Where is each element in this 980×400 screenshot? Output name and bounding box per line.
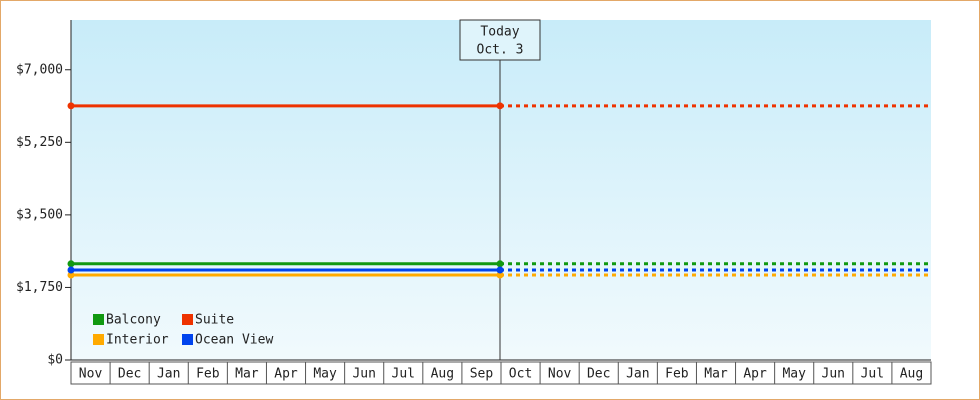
- today-label: Today: [480, 25, 519, 40]
- x-tick-label: Mar: [704, 367, 728, 382]
- point: [67, 260, 75, 268]
- x-tick-label: Oct: [509, 367, 532, 382]
- legend-swatch: [93, 334, 104, 345]
- point: [496, 266, 504, 274]
- x-tick-label: May: [313, 367, 337, 382]
- x-tick-label: Dec: [587, 367, 610, 382]
- y-tick-label: $1,750: [16, 280, 63, 295]
- legend-label: Ocean View: [195, 333, 273, 348]
- y-tick-label: $5,250: [16, 135, 63, 150]
- legend-swatch: [93, 314, 104, 325]
- today-box: [459, 19, 541, 61]
- legend-swatch: [182, 334, 193, 345]
- x-tick-label: Jun: [822, 367, 845, 382]
- y-tick-label: $3,500: [16, 207, 63, 222]
- point: [496, 271, 504, 279]
- x-tick-label: Aug: [900, 367, 923, 382]
- x-tick-label: Jan: [157, 367, 180, 382]
- x-tick-label: Apr: [274, 367, 298, 382]
- x-tick-label: May: [782, 367, 806, 382]
- today-date: Oct. 3: [477, 43, 524, 58]
- legend-label: Balcony: [106, 313, 161, 328]
- point: [67, 102, 75, 110]
- y-tick-label: $0: [47, 353, 63, 368]
- x-tick-label: Nov: [79, 367, 103, 382]
- x-tick-label: Aug: [431, 367, 454, 382]
- legend-swatch: [182, 314, 193, 325]
- x-tick-label: Feb: [196, 367, 220, 382]
- x-tick-label: Jul: [861, 367, 884, 382]
- plot-area: [71, 20, 931, 360]
- x-tick-label: Jan: [626, 367, 649, 382]
- x-tick-label: Feb: [665, 367, 689, 382]
- x-tick-label: Apr: [743, 367, 767, 382]
- y-tick-label: $7,000: [16, 62, 63, 77]
- x-tick-label: Nov: [548, 367, 572, 382]
- point: [496, 260, 504, 268]
- legend-label: Interior: [106, 333, 169, 348]
- x-tick-label: Sep: [470, 367, 494, 382]
- point: [496, 102, 504, 110]
- x-tick-label: Mar: [235, 367, 259, 382]
- x-tick-label: Jun: [352, 367, 375, 382]
- x-tick-label: Jul: [392, 367, 415, 382]
- x-tick-label: Dec: [118, 367, 141, 382]
- legend-label: Suite: [195, 313, 234, 328]
- point: [67, 266, 75, 274]
- point: [67, 271, 75, 279]
